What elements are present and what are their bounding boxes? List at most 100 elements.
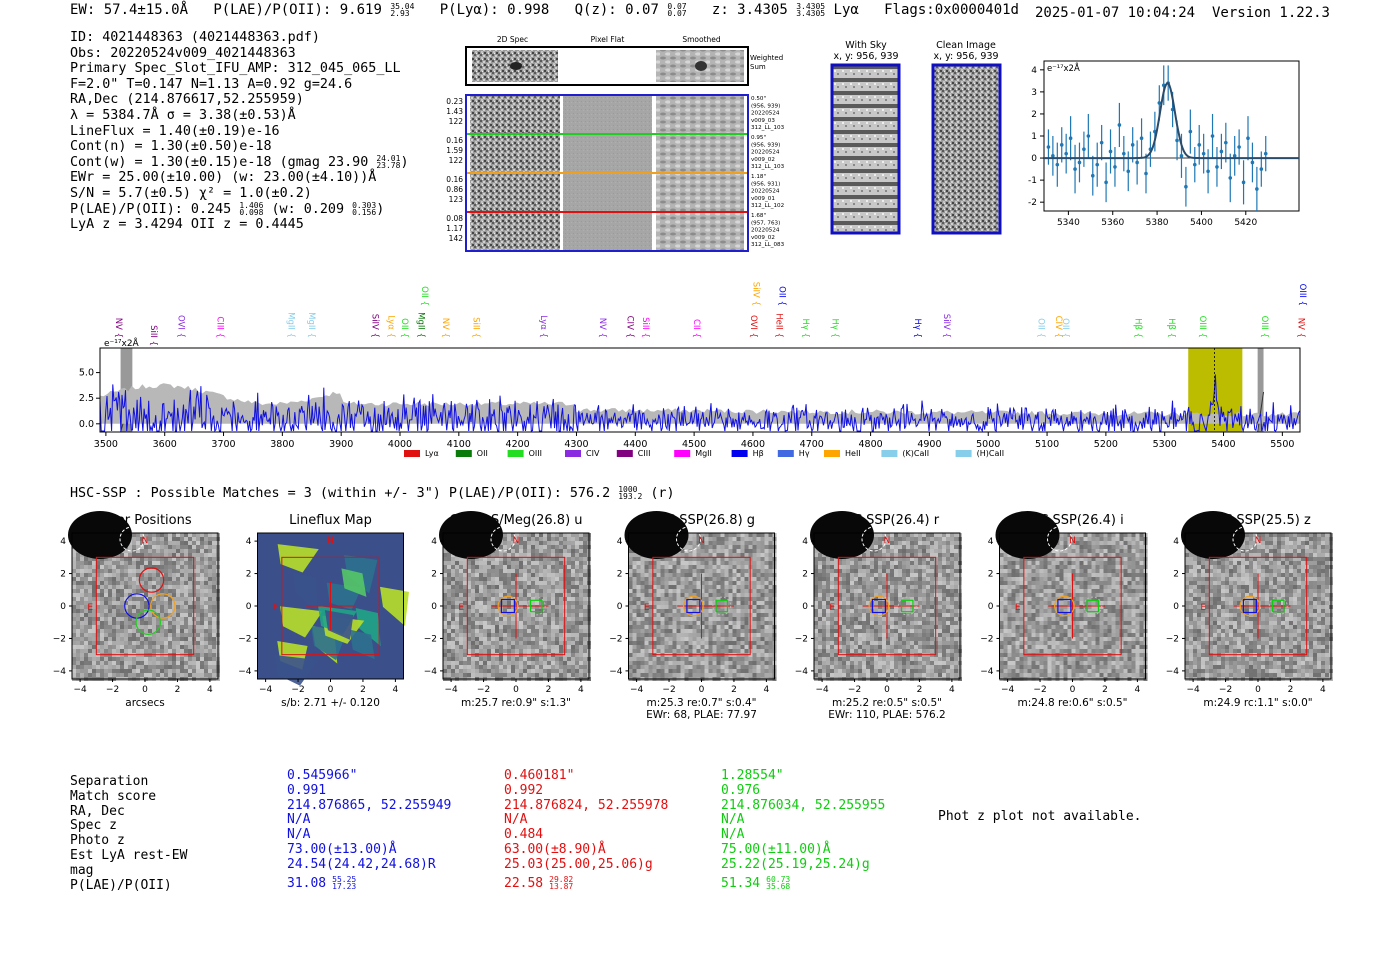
- thumbnail-pixel: [575, 673, 579, 677]
- thumbnail-pixel: [447, 673, 451, 677]
- thumbnail-pixel: [756, 601, 761, 605]
- thumbnail-pixel: [660, 673, 665, 677]
- thumbnail-pixel: [878, 561, 882, 565]
- thumbnail-pixel: [716, 657, 721, 661]
- thumbnail-pixel: [164, 561, 168, 565]
- thumbnail-pixel: [483, 577, 487, 581]
- thumbnail-pixel: [463, 637, 467, 641]
- thumbnail-pixel: [140, 673, 144, 677]
- thumbnail-pixel: [724, 669, 729, 673]
- thumbnail-pixel: [180, 613, 184, 617]
- thumbnail-pixel: [874, 545, 878, 549]
- thumbnail-pixel: [700, 649, 705, 653]
- flux-map-patch: [341, 568, 367, 597]
- fiber-circle: [135, 609, 162, 635]
- thumbnail-pixel: [519, 537, 523, 541]
- thumbnail-pixel: [922, 545, 926, 549]
- thumbnail-pixel: [132, 585, 136, 589]
- thumbnail-pixel: [756, 661, 761, 665]
- thumbnail-pixel: [104, 585, 108, 589]
- thumbnail-pixel: [188, 645, 192, 649]
- thumbnail-pixel: [551, 637, 555, 641]
- thumbnail-pixel: [918, 549, 922, 553]
- thumbnail-pixel: [575, 577, 579, 581]
- thumbnail-pixel: [483, 665, 487, 669]
- thumbnail-pixel: [128, 661, 132, 665]
- thumbnail-pixel: [100, 661, 104, 665]
- thumbnail-pixel: [547, 581, 551, 585]
- thumbnail-pixel: [463, 613, 467, 617]
- thumbnail-pixel: [664, 641, 669, 645]
- thumbnail-pixel: [712, 661, 717, 665]
- thumbnail-pixel: [204, 565, 208, 569]
- thumbnail-pixel: [451, 645, 455, 649]
- thumbnail-pixel: [72, 573, 76, 577]
- thumb-xtick-label: 4: [393, 685, 399, 695]
- thumbnail-pixel: [471, 621, 475, 625]
- zoom-xtick-label: 5360: [1101, 218, 1124, 228]
- cutout-smoothed: [656, 213, 744, 250]
- thumbnail-pixel: [72, 641, 76, 645]
- thumbnail-pixel: [212, 645, 216, 649]
- thumbnail-pixel: [724, 625, 729, 629]
- thumb-xtick-label: 0: [328, 685, 334, 695]
- thumbnail-pixel: [499, 621, 503, 625]
- thumbnail-pixel: [571, 537, 575, 541]
- thumbnail-pixel: [475, 649, 479, 653]
- thumbnail-pixel: [212, 609, 216, 613]
- thumbnail-pixel: [756, 589, 761, 593]
- thumb-ytick-label: −4: [424, 667, 438, 677]
- thumbnail-pixel: [92, 649, 96, 653]
- thumbnail-pixel: [688, 617, 693, 621]
- thumbnail-pixel: [539, 581, 543, 585]
- zoom-gauss-fit: [1044, 82, 1299, 160]
- thumbnail-pixel: [696, 549, 701, 553]
- thumbnail-pixel: [184, 593, 188, 597]
- thumbnail-pixel: [696, 637, 701, 641]
- thumbnail-pixel: [676, 625, 681, 629]
- thumbnail-pixel: [443, 649, 447, 653]
- thumbnail-pixel: [736, 569, 741, 573]
- thumbnail-pixel: [124, 637, 128, 641]
- thumbnail-pixel: [760, 661, 765, 665]
- thumbnail-pixel: [728, 669, 733, 673]
- thumbnail-pixel: [144, 637, 148, 641]
- thumbnail-pixel: [471, 629, 475, 633]
- hatch-band: [1257, 348, 1264, 432]
- thumbnail-pixel: [672, 581, 677, 585]
- thumbnail-pixel: [563, 533, 567, 537]
- thumbnail-pixel: [898, 537, 902, 541]
- thumbnail-pixel: [547, 585, 551, 589]
- thumbnail-pixel: [814, 553, 818, 557]
- thumbnail-pixel: [926, 541, 930, 545]
- thumbnail-pixel: [547, 577, 551, 581]
- thumbnail-pixel: [756, 609, 761, 613]
- thumbnail-pixel: [84, 585, 88, 589]
- thumbnail-pixel: [748, 545, 753, 549]
- thumbnail-pixel: [76, 673, 80, 677]
- thumbnail-pixel: [140, 657, 144, 661]
- thumbnail-pixel: [583, 581, 587, 585]
- thumbnail-pixel: [519, 665, 523, 669]
- thumbnail-pixel: [692, 629, 697, 633]
- thumbnail-pixel: [672, 597, 677, 601]
- thumbnail-pixel: [515, 657, 519, 661]
- thumbnail-pixel: [108, 633, 112, 637]
- thumbnail-pixel: [108, 629, 112, 633]
- thumbnail-pixel: [724, 657, 729, 661]
- thumbnail-pixel: [652, 649, 657, 653]
- thumbnail-pixel: [463, 649, 467, 653]
- thumbnail-pixel: [728, 569, 733, 573]
- thumbnail-pixel: [120, 577, 124, 581]
- thumbnail-pixel: [748, 553, 753, 557]
- thumbnail-pixel: [176, 621, 180, 625]
- thumbnail-pixel: [547, 537, 551, 541]
- cutout-row-meta: 312_LL_103: [751, 125, 785, 131]
- thumbnail-pixel: [660, 573, 665, 577]
- thumbnail-pixel: [704, 557, 709, 561]
- thumbnail-pixel: [918, 565, 922, 569]
- thumbnail-pixel: [531, 557, 535, 561]
- weighted-sum-label: Sum: [750, 63, 766, 71]
- thumbnail-pixel: [76, 573, 80, 577]
- thumbnail-pixel: [120, 629, 124, 633]
